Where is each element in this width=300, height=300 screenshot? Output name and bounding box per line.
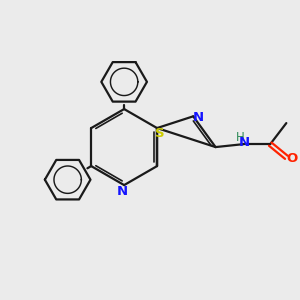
Text: N: N <box>239 136 250 148</box>
Text: O: O <box>286 152 297 165</box>
Text: N: N <box>193 111 204 124</box>
Text: S: S <box>154 127 164 140</box>
Text: H: H <box>236 131 244 144</box>
Text: N: N <box>117 185 128 198</box>
